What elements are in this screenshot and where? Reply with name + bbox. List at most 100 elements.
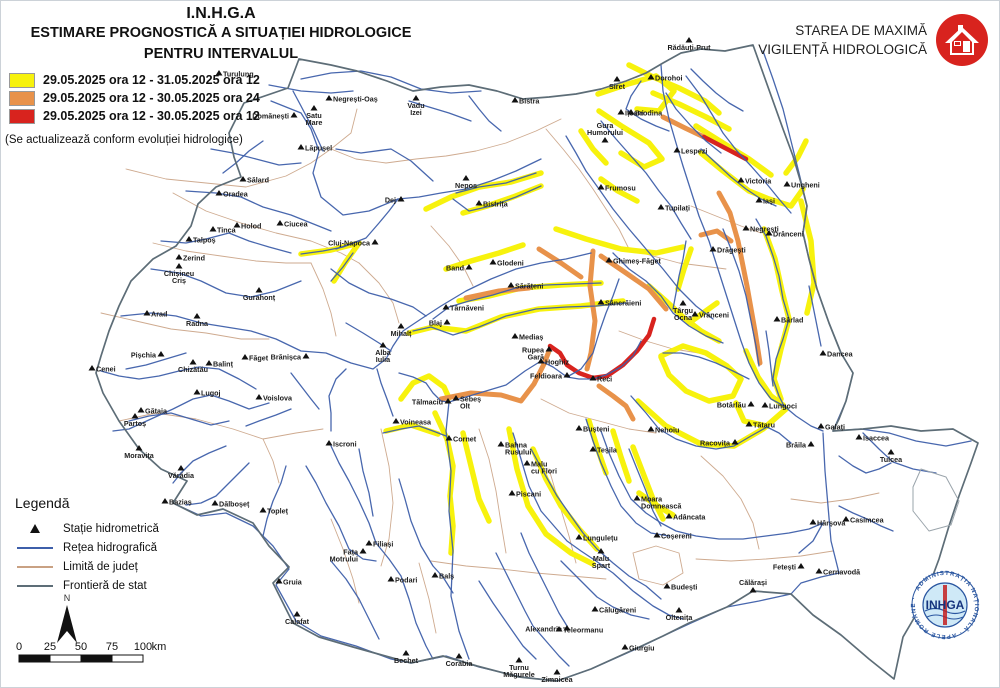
station-label: Târnăveni xyxy=(450,304,484,313)
station-marker xyxy=(402,650,410,656)
river xyxy=(100,366,257,390)
county-boundary xyxy=(695,550,834,562)
scale-tick: 100 xyxy=(134,641,152,653)
station-marker xyxy=(673,147,681,153)
station-label: Alba Iulia xyxy=(375,348,392,364)
station-marker xyxy=(135,445,143,451)
station-marker xyxy=(773,316,781,322)
station-marker xyxy=(359,548,367,554)
river xyxy=(628,448,662,527)
county-boundary xyxy=(310,262,337,337)
station-marker xyxy=(297,144,305,150)
station-label: Piscani xyxy=(516,490,541,499)
station-marker xyxy=(589,375,597,381)
station-label: Filiași xyxy=(373,540,393,549)
station-marker xyxy=(392,418,400,424)
state-border xyxy=(95,44,979,682)
river xyxy=(397,158,542,200)
station-label: Brănișca xyxy=(271,353,302,362)
station-label: Tulcea xyxy=(880,455,903,464)
station-marker xyxy=(797,563,805,569)
station-label: Coșereni xyxy=(661,532,692,541)
station-marker xyxy=(523,460,531,466)
station-marker xyxy=(211,500,219,506)
warning-orange-segment xyxy=(660,114,707,140)
legend-item: Stație hidrometrică xyxy=(15,519,159,538)
warning-yellow-segment xyxy=(443,242,526,272)
station-marker xyxy=(675,607,683,613)
station-marker xyxy=(663,583,671,589)
river xyxy=(662,352,750,380)
station-label: Podari xyxy=(395,576,417,585)
river xyxy=(382,425,447,437)
station-label: Voislova xyxy=(263,394,293,403)
river xyxy=(222,140,264,174)
station-marker xyxy=(537,358,545,364)
station-label: Cornet xyxy=(453,435,477,444)
station-marker xyxy=(617,109,625,115)
station-label: Zerind xyxy=(183,254,205,263)
station-label: Pișchia xyxy=(131,351,157,360)
station-marker xyxy=(591,606,599,612)
legend-item: Limită de județ xyxy=(15,557,159,576)
river xyxy=(565,135,714,320)
station-label: Malu Spart xyxy=(592,554,611,570)
station-label: Cenei xyxy=(96,365,116,374)
river xyxy=(150,268,302,298)
station-label: Tupilați xyxy=(665,204,690,213)
station-marker xyxy=(761,402,769,408)
station-label: Rădăuți-Prut xyxy=(667,43,711,52)
station-label: Lăpușel xyxy=(305,144,332,153)
station-label: Ungheni xyxy=(791,181,820,190)
station-marker xyxy=(807,441,815,447)
warning-yellow-segment xyxy=(432,410,456,556)
station-marker xyxy=(371,239,379,245)
river xyxy=(665,92,722,154)
station-marker xyxy=(293,611,301,617)
warning-orange-segment xyxy=(596,383,636,422)
warning-orange-segment xyxy=(598,253,669,312)
logo-center-text: INHGA xyxy=(926,598,965,612)
station-label: Domănești xyxy=(252,112,289,121)
station-label: Talpoș xyxy=(193,236,216,245)
station-label: Alexandria xyxy=(525,625,563,634)
station-marker xyxy=(842,516,850,522)
station-label: Nepos xyxy=(455,181,477,190)
north-arrow-icon xyxy=(57,605,77,643)
warning-yellow-segment xyxy=(636,490,676,518)
legend-item: Rețea hidrografică xyxy=(15,538,159,557)
station-marker xyxy=(621,644,629,650)
station-marker xyxy=(783,181,791,187)
station-label: Iscroni xyxy=(333,440,357,449)
legend-item-label: Rețea hidrografică xyxy=(63,541,157,554)
station-label: Gurahonț xyxy=(243,293,276,302)
station-label: Balș xyxy=(439,572,454,581)
river xyxy=(468,95,502,132)
station-marker xyxy=(325,95,333,101)
river xyxy=(838,505,894,532)
station-marker xyxy=(855,434,863,440)
station-label: Hoghiz xyxy=(545,358,569,367)
station-label: Călugăreni xyxy=(599,606,636,615)
river xyxy=(128,412,230,426)
river xyxy=(300,70,482,94)
county-boundary xyxy=(478,428,507,554)
station-marker xyxy=(633,495,641,501)
legend-item: Frontieră de stat xyxy=(15,576,159,595)
river xyxy=(722,228,760,367)
county-boundary xyxy=(330,518,360,604)
station-marker xyxy=(193,389,201,395)
county-boundary xyxy=(545,128,630,250)
station-marker xyxy=(157,351,165,357)
warning-yellow-segment xyxy=(610,428,632,484)
station-label: Dej xyxy=(385,196,396,205)
station-marker xyxy=(365,540,373,546)
station-marker xyxy=(325,440,333,446)
station-marker xyxy=(647,74,655,80)
station-label: Fața Motrului xyxy=(330,548,359,564)
station-label: Partoș xyxy=(124,419,146,428)
station-label: Ciucea xyxy=(284,220,309,229)
station-label: Adâncata xyxy=(673,513,706,522)
